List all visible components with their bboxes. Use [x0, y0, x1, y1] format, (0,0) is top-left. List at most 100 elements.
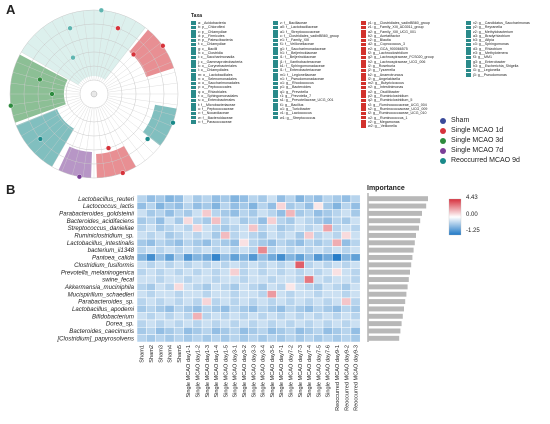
heatmap-cell [211, 216, 221, 225]
heatmap-cell [304, 327, 314, 335]
heatmap-cell [239, 290, 249, 299]
taxa-entry: b3: g__Afipia [466, 38, 530, 42]
clade-branch [97, 12, 116, 81]
clade-highlight [142, 104, 177, 146]
taxa-entry: g3: g__Enterobacter [466, 60, 530, 64]
taxa-label: j: c__Gammaproteobacteria [198, 59, 243, 64]
taxa-swatch [361, 34, 366, 38]
heatmap-cell [201, 246, 212, 255]
taxa-swatch [191, 81, 196, 86]
heatmap-chart: Lactobacillus_reuteriLactococcus_lactisP… [56, 193, 428, 411]
taxa-swatch [361, 38, 366, 43]
heatmap-cell [164, 194, 175, 203]
taxa-label: s: o__Enterobacterales [198, 98, 235, 103]
taxa-entry: l: o__Chlamydiales [191, 68, 242, 72]
heatmap-cell [229, 334, 240, 343]
heatmap-cell [155, 327, 166, 335]
heatmap-cell [146, 312, 156, 321]
taxa-entry: u2: g__Ruminococcus_1 [361, 116, 434, 120]
heatmap-cell [211, 238, 221, 247]
heatmap-cell [136, 202, 147, 210]
heatmap-cell [229, 231, 240, 240]
heatmap-cell [229, 305, 240, 313]
taxa-swatch [361, 98, 366, 103]
heatmap-cell [201, 231, 212, 240]
heatmap-cell [220, 319, 231, 328]
heatmap-cell [276, 327, 287, 335]
heatmap-cell [304, 290, 314, 299]
column-label: Single MCAO day3-5 [270, 345, 276, 398]
heatmap-cell [285, 305, 296, 313]
heatmap-cell [136, 209, 147, 218]
heatmap-cell [322, 216, 333, 225]
taxa-entry: h3: g__Escherichia_Shigella [466, 64, 530, 68]
taxa-swatch [466, 68, 471, 73]
heatmap-cell [322, 305, 333, 313]
heatmap-cell [332, 297, 342, 306]
taxa-label: n2: g__Intestinimonas [368, 85, 404, 90]
heatmap-cell [173, 231, 184, 240]
taxa-label: c2: g__Blautia [368, 38, 391, 43]
heatmap-cell [192, 334, 203, 343]
heatmap-cell [257, 194, 268, 203]
heatmap-cell [257, 209, 268, 218]
taxa-label: q1: g__Prevotella [280, 89, 308, 94]
taxa-entry: b2: g__Acetatifactor [361, 34, 434, 38]
clade-branch [100, 21, 137, 82]
group-legend: Sham Single MCAO 1d Single MCAO 3d Single M… [440, 116, 520, 166]
heatmap-cell [285, 209, 296, 218]
heatmap-cell [285, 282, 296, 291]
heatmap-cell [229, 260, 240, 269]
heatmap-cell [155, 194, 166, 203]
taxa-label: w2: g__Veillonella [368, 124, 397, 129]
heatmap-cell [350, 268, 361, 277]
taxa-entry: x2: g__Candidatus_Saccharimonas [466, 21, 530, 25]
heatmap-cell [136, 238, 147, 247]
column-label: Single MCAO day1-1 [186, 345, 192, 398]
taxa-label: d2: g__Coprococcus_3 [368, 42, 405, 47]
heatmap-cell [266, 268, 277, 277]
heatmap-cell [220, 312, 231, 321]
heatmap-cell [229, 319, 240, 328]
heatmap-cell [183, 209, 194, 218]
heatmap-cell [164, 275, 175, 284]
heatmap-cell [276, 209, 287, 218]
heatmap-cell [146, 327, 156, 335]
heatmap-cell [211, 290, 221, 299]
taxa-entry: p: o__Peptococcales [191, 85, 242, 89]
heatmap-cell [304, 319, 314, 328]
taxa-swatch [361, 29, 366, 34]
heatmap-cell [285, 275, 296, 284]
heatmap-cell [192, 246, 203, 255]
scale-mid-label: 0.00 [466, 212, 478, 218]
taxa-swatch [273, 94, 278, 98]
clade-node [49, 91, 55, 97]
importance-bar [368, 203, 427, 209]
taxa-swatch [361, 68, 366, 73]
heatmap-cell [164, 297, 175, 306]
heatmap-cell [266, 238, 277, 247]
heatmap-cell [341, 253, 352, 262]
heatmap-cell [257, 253, 268, 262]
heatmap-cell [294, 216, 305, 225]
heatmap-cell [239, 260, 249, 269]
heatmap-cell [276, 282, 287, 291]
taxa-label: t: f__Microbacteriaceae [198, 102, 236, 107]
heatmap-cell [304, 209, 314, 218]
heatmap-cell [266, 202, 277, 210]
heatmap-cell [239, 334, 249, 343]
heatmap-cell [313, 319, 324, 328]
taxa-swatch [273, 25, 278, 30]
taxa-entry: r: o__Sphingomonadales [191, 94, 242, 98]
heatmap-cell [304, 216, 314, 225]
importance-bar [368, 313, 403, 319]
taxa-swatch [361, 120, 366, 124]
heatmap-cell [294, 268, 305, 277]
row-label: Bacteroides_acidifaciens [67, 218, 134, 225]
taxa-label: z: f__Bacillaceae [280, 21, 308, 25]
heatmap-cell [304, 312, 314, 321]
heatmap-cell [136, 224, 147, 233]
heatmap-cell [211, 209, 221, 218]
taxa-label: g: c__Bacilli [198, 46, 218, 51]
taxa-entry: j: c__Gammaproteobacteria [191, 60, 242, 64]
